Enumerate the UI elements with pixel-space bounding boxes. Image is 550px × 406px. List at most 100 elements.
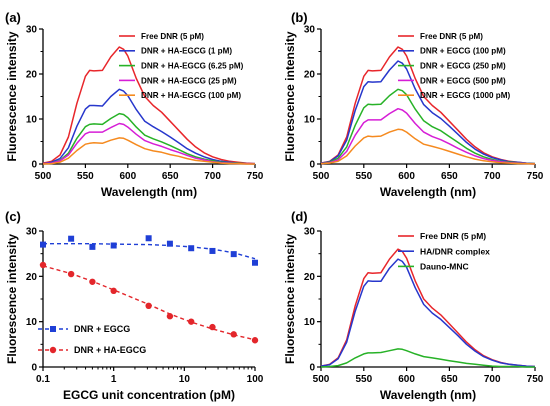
x-tick-label: 600 — [398, 374, 415, 385]
series-line-1 — [42, 88, 255, 165]
x-tick-label: 500 — [35, 171, 52, 182]
x-tick-label: 600 — [398, 171, 415, 182]
x-tick-label: 700 — [204, 171, 221, 182]
legend-label: DNR + EGCG (100 pM) — [420, 47, 506, 56]
panel-label: (b) — [291, 10, 308, 25]
y-axis-title: Fluorescence intensity — [283, 234, 297, 364]
data-point-square — [209, 247, 216, 254]
legend-label: Free DNR (5 pM) — [420, 32, 483, 41]
legend: Free DNR (5 pM) HA/DNR complex Dauno-MNC — [398, 231, 490, 271]
legend-label: DNR + HA-EGCG (1 pM) — [141, 47, 232, 56]
y-tick-label: 20 — [304, 70, 316, 81]
x-tick-label: 650 — [441, 374, 458, 385]
x-axis-title: EGCG unit concentration (pM) — [63, 388, 235, 402]
data-point-circle — [251, 337, 259, 344]
x-axis-title: Wavelength (nm) — [380, 388, 476, 402]
series-line-1 — [320, 258, 536, 368]
y-tick-label: 0 — [31, 363, 37, 374]
data-point-square — [68, 235, 75, 242]
panel-c: (c) 0.1 1 10 100 0 10 20 30 EGCG unit concentrati… — [5, 209, 264, 402]
series-line-2 — [320, 348, 535, 368]
legend-label: DNR + HA-EGCG (100 pM) — [141, 91, 241, 100]
x-tick-label: 10 — [179, 374, 191, 385]
y-tick-label: 0 — [31, 160, 37, 171]
legend: Free DNR (5 pM) DNR + HA-EGCG (1 pM) DNR +… — [119, 32, 244, 100]
x-tick-label: 650 — [441, 171, 458, 182]
legend-label: Free DNR (5 pM) — [420, 231, 486, 241]
data-point-square — [110, 242, 117, 249]
x-tick-label: 550 — [355, 374, 372, 385]
legend-label: DNR + EGCG (500 pM) — [420, 76, 506, 85]
y-tick-label: 30 — [304, 227, 316, 238]
panel-label: (d) — [291, 209, 308, 224]
x-axis-title: Wavelength (nm) — [380, 185, 476, 199]
data-point-circle — [230, 331, 237, 338]
y-axis-title: Fluorescence intensity — [5, 31, 19, 161]
legend-label: DNR + HA-EGCG — [74, 345, 146, 355]
legend-label: DNR + EGCG — [74, 324, 130, 334]
y-tick-label: 30 — [26, 25, 38, 36]
series-line-0 — [42, 46, 256, 165]
x-tick-label: 650 — [162, 171, 179, 182]
y-tick-label: 30 — [304, 25, 316, 36]
data-point-square — [145, 235, 152, 242]
x-tick-label: 500 — [313, 374, 330, 385]
panel-label: (c) — [5, 209, 21, 224]
data-point-circle — [209, 323, 216, 331]
x-tick-label: 1 — [111, 374, 117, 385]
data-point-circle — [39, 261, 47, 269]
y-tick-label: 10 — [26, 317, 38, 328]
legend-label: DNR + EGCG (250 pM) — [420, 62, 506, 71]
legend-label: DNR + EGCG (1000 pM) — [420, 91, 510, 100]
y-tick-label: 10 — [26, 115, 38, 126]
legend-label: DNR + HA-EGCG (25 pM) — [141, 76, 237, 85]
y-tick-label: 0 — [309, 160, 315, 171]
fit-line-0 — [43, 243, 256, 260]
legend-label: Dauno-MNC — [420, 261, 469, 271]
x-tick-label: 700 — [484, 171, 501, 182]
legend: DNR + EGCG DNR + HA-EGCG — [38, 324, 146, 355]
data-point-circle — [145, 302, 152, 309]
data-point-square — [230, 251, 237, 258]
series-line-4 — [320, 128, 536, 165]
series-line-1 — [320, 60, 536, 165]
data-point-square — [252, 259, 258, 266]
legend-label: HA/DNR complex — [420, 246, 490, 256]
x-tick-label: 500 — [313, 171, 330, 182]
legend-marker-circle — [49, 346, 57, 354]
x-tick-label: 750 — [527, 171, 544, 182]
data-point-square — [40, 241, 46, 248]
legend: Free DNR (5 pM) DNR + EGCG (100 pM) DNR + … — [398, 32, 510, 100]
x-axis-title: Wavelength (nm) — [101, 185, 197, 199]
legend-label: Free DNR (5 pM) — [141, 32, 204, 41]
data-point-square — [89, 243, 96, 250]
data-point-circle — [166, 313, 174, 320]
series-line-3 — [320, 107, 536, 165]
x-tick-label: 550 — [77, 171, 94, 182]
fit-line-1 — [42, 265, 256, 341]
panel-b: (b) 500 550 600 650 700 750 0 10 20 30 Wavelength (… — [283, 10, 544, 199]
y-tick-label: 30 — [26, 227, 38, 238]
series-line-4 — [42, 137, 255, 165]
x-tick-label: 550 — [355, 171, 372, 182]
y-tick-label: 0 — [309, 363, 315, 374]
x-tick-label: 750 — [247, 171, 264, 182]
panel-label: (a) — [5, 10, 21, 25]
data-point-circle — [89, 278, 96, 285]
y-tick-label: 20 — [26, 272, 38, 283]
data-point-square — [166, 240, 173, 247]
legend-label: DNR + HA-EGCG (6.25 pM) — [141, 62, 244, 71]
panel-d: (d) 500 550 600 650 700 750 0 10 20 30 Wavelength (… — [283, 209, 544, 402]
data-point-square — [188, 245, 195, 252]
data-point-circle — [187, 318, 195, 325]
x-tick-label: 100 — [247, 374, 264, 385]
y-tick-label: 20 — [304, 272, 316, 283]
data-point-circle — [110, 287, 117, 295]
x-tick-label: 700 — [484, 374, 501, 385]
x-tick-label: 600 — [119, 171, 136, 182]
legend-marker-square — [50, 326, 56, 332]
data-point-circle — [67, 270, 75, 278]
x-tick-label: 750 — [527, 374, 544, 385]
panel-a: (a) 500 550 600 650 700 750 0 10 20 30 Wavelength (… — [5, 10, 264, 199]
